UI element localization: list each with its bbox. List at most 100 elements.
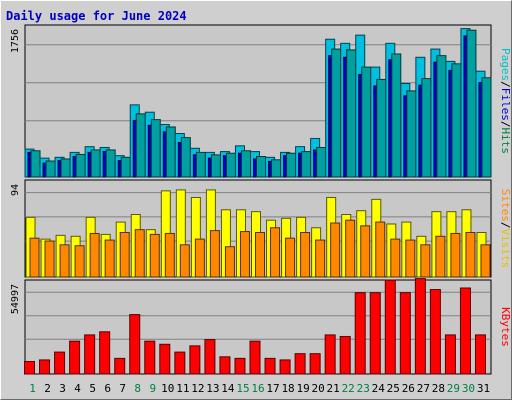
- bar-kbytes-day-29: [444, 334, 456, 375]
- bar-kbytes-day-28: [429, 289, 441, 375]
- bar-kbytes-day-3: [54, 351, 66, 375]
- bar-sites-day-1: [29, 237, 40, 278]
- x-tick-label: 12: [191, 382, 204, 395]
- legend-label: Sites/Visits: [499, 189, 512, 269]
- bar-sites-day-3: [59, 244, 70, 278]
- bar-hits-day-10: [165, 126, 176, 178]
- x-tick-label: 3: [59, 382, 66, 395]
- bar-sites-day-25: [390, 238, 401, 278]
- bar-sites-day-30: [465, 232, 476, 278]
- bar-hits-day-30: [466, 29, 477, 178]
- bar-kbytes-day-2: [39, 359, 51, 375]
- bar-kbytes-day-23: [354, 292, 366, 375]
- legend-part: Visits: [499, 229, 512, 269]
- bar-kbytes-day-5: [84, 334, 96, 375]
- x-tick-label: 25: [387, 382, 400, 395]
- bar-sites-day-15: [239, 231, 250, 278]
- x-tick-label: 6: [104, 382, 111, 395]
- x-tick-label: 15: [236, 382, 249, 395]
- bar-hits-day-9: [150, 119, 161, 178]
- x-tick-label: 24: [372, 382, 386, 395]
- bar-kbytes-day-6: [99, 331, 111, 375]
- bar-hits-day-2: [45, 160, 56, 178]
- bar-sites-day-29: [450, 232, 461, 278]
- bar-hits-day-18: [286, 152, 297, 178]
- x-tick-label: 27: [417, 382, 430, 395]
- bar-hits-day-21: [331, 48, 342, 178]
- bar-hits-day-20: [316, 146, 327, 178]
- x-axis: 1 2 3 4 5 6 7 8 9 10 11 12 13 14 15 16 17 18 19 20 21 22 23 24 2…: [29, 382, 490, 395]
- x-tick-label: 26: [402, 382, 415, 395]
- bar-kbytes-day-18: [279, 359, 291, 375]
- bar-hits-day-14: [225, 152, 236, 178]
- bar-hits-day-1: [30, 150, 41, 178]
- bar-kbytes-day-30: [459, 287, 471, 375]
- bar-sites-day-14: [224, 246, 235, 278]
- bar-kbytes-day-16: [249, 340, 261, 375]
- bar-kbytes-day-24: [369, 292, 381, 375]
- legend-label: Pages/Files/Hits: [499, 48, 512, 154]
- legend-part: Pages: [499, 48, 512, 81]
- bar-hits-day-31: [481, 77, 492, 178]
- bar-sites-day-20: [315, 239, 326, 278]
- bar-hits-day-22: [346, 49, 357, 178]
- bar-hits-day-3: [60, 158, 71, 178]
- y-axis-max-label: 94: [10, 184, 21, 196]
- bar-hits-day-5: [90, 149, 101, 178]
- bar-sites-day-28: [435, 235, 446, 278]
- x-tick-label: 17: [266, 382, 279, 395]
- legend-part: KBytes: [499, 307, 512, 347]
- bar-sites-day-13: [209, 230, 220, 278]
- bar-hits-day-12: [195, 151, 206, 178]
- bar-sites-day-18: [285, 237, 296, 278]
- y-axis-max-label: 54997: [10, 284, 21, 314]
- x-tick-label: 29: [447, 382, 460, 395]
- bar-hits-day-25: [391, 53, 402, 178]
- legend-part: Hits: [499, 128, 512, 155]
- bar-hits-day-15: [240, 150, 251, 178]
- bar-hits-day-23: [361, 66, 372, 178]
- bar-hits-day-28: [436, 55, 447, 178]
- bar-kbytes-day-14: [219, 356, 231, 375]
- bar-kbytes-day-12: [189, 345, 201, 375]
- bar-sites-day-9: [149, 233, 160, 278]
- panel-kbytes: 54997 KBytes: [10, 278, 512, 375]
- bar-sites-day-11: [179, 244, 190, 278]
- x-tick-label: 13: [206, 382, 219, 395]
- bar-kbytes-day-8: [129, 314, 141, 375]
- bar-sites-day-4: [74, 245, 85, 278]
- x-tick-label: 8: [134, 382, 141, 395]
- legend-part: /: [499, 81, 512, 88]
- x-tick-label: 10: [161, 382, 174, 395]
- x-tick-label: 5: [89, 382, 96, 395]
- bar-kbytes-day-20: [309, 353, 321, 375]
- bar-sites-day-7: [119, 232, 130, 278]
- bar-sites-day-26: [405, 239, 416, 278]
- bar-kbytes-day-11: [174, 351, 186, 375]
- x-tick-label: 9: [149, 382, 156, 395]
- bar-hits-day-6: [105, 149, 116, 178]
- legend-part: Sites: [499, 189, 512, 222]
- legend-part: Files: [499, 88, 512, 121]
- bar-sites-day-5: [89, 232, 100, 278]
- bar-sites-day-23: [360, 225, 371, 278]
- bar-kbytes-day-19: [294, 353, 306, 375]
- bar-sites-day-31: [480, 244, 491, 278]
- x-tick-label: 7: [119, 382, 126, 395]
- x-tick-label: 23: [357, 382, 370, 395]
- x-tick-label: 18: [281, 382, 294, 395]
- x-tick-label: 2: [44, 382, 51, 395]
- x-tick-label: 22: [342, 382, 355, 395]
- bar-sites-day-22: [345, 219, 356, 278]
- x-tick-label: 21: [327, 382, 340, 395]
- bar-kbytes-day-21: [324, 334, 336, 375]
- x-tick-label: 11: [176, 382, 189, 395]
- bar-hits-day-26: [406, 90, 417, 178]
- bar-hits-day-29: [451, 63, 462, 178]
- bar-sites-day-27: [420, 244, 431, 278]
- bar-sites-day-12: [194, 238, 205, 278]
- bar-kbytes-day-7: [114, 357, 126, 375]
- bar-kbytes-day-9: [144, 340, 156, 375]
- bar-sites-day-17: [270, 227, 281, 278]
- bar-hits-day-11: [180, 137, 191, 178]
